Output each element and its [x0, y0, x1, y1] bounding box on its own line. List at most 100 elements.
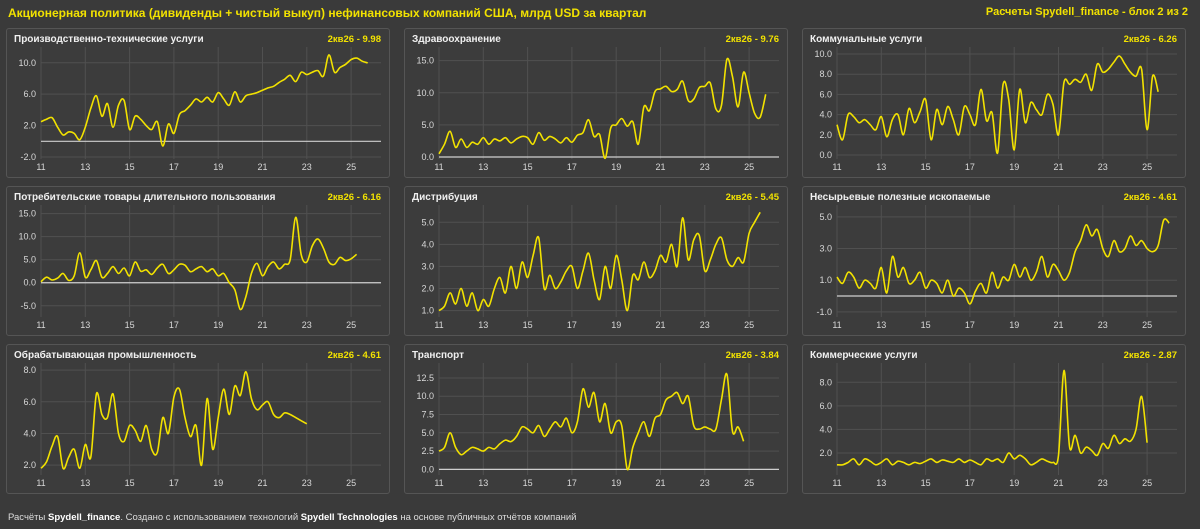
x-tick-label: 15	[921, 478, 931, 488]
panel-title: Здравоохранение	[412, 34, 501, 45]
x-tick-label: 23	[302, 320, 312, 330]
x-tick-label: 21	[655, 162, 665, 172]
line-chart-4: 11 13 15 17 19 21 23 25 -5.0 0.0 5.0 10.0 15.0	[18, 205, 381, 330]
x-tick-label: 21	[1053, 162, 1063, 172]
line-chart-3: 11 13 15 17 19 21 23 25 0.0 2.0 4.0 6.0 8.0 10.0	[814, 47, 1177, 172]
charts-grid: Производственно-технические услуги 2кв26 …	[6, 28, 1194, 500]
x-tick-label: 17	[965, 162, 975, 172]
series-line	[836, 218, 1170, 305]
y-tick-label: 6.0	[819, 401, 832, 411]
panel-badge: 2кв26 - 6.16	[327, 192, 381, 203]
x-tick-label: 21	[655, 320, 665, 330]
line-chart-9: 11 13 15 17 19 21 23 25 2.0 4.0 6.0 8.0	[819, 363, 1177, 488]
y-tick-label: 4.0	[819, 110, 832, 120]
x-tick-label: 15	[523, 162, 533, 172]
x-tick-label: 13	[80, 162, 90, 172]
x-tick-label: 25	[1142, 320, 1152, 330]
x-tick-label: 25	[1142, 478, 1152, 488]
y-tick-label: 2.0	[23, 121, 36, 131]
series-line	[836, 369, 1148, 466]
y-tick-label: 4.0	[23, 428, 36, 438]
panel-title: Потребительские товары длительного польз…	[14, 192, 276, 203]
x-tick-label: 13	[478, 162, 488, 172]
y-tick-label: 8.0	[23, 365, 36, 375]
x-tick-label: 11	[832, 162, 841, 172]
y-tick-label: 1.0	[819, 275, 832, 285]
y-tick-label: 5.0	[421, 428, 434, 438]
x-tick-label: 19	[611, 478, 621, 488]
x-tick-label: 25	[346, 478, 356, 488]
panel-badge: 2кв26 - 9.98	[327, 34, 381, 45]
line-chart-1: 11 13 15 17 19 21 23 25 -2.0 2.0 6.0 10.0	[18, 47, 381, 172]
panel-6: Несырьевые полезные ископаемые 2кв26 - 4.…	[802, 186, 1186, 336]
x-tick-label: 19	[213, 162, 223, 172]
x-tick-label: 13	[876, 162, 886, 172]
x-tick-label: 19	[213, 320, 223, 330]
panel-7: Обрабатывающая промышленность 2кв26 - 4.6…	[6, 344, 390, 494]
y-tick-label: 6.0	[23, 89, 36, 99]
x-tick-label: 15	[523, 478, 533, 488]
x-tick-label: 25	[744, 320, 754, 330]
x-tick-label: 23	[1098, 162, 1108, 172]
x-tick-label: 15	[125, 162, 135, 172]
line-chart-7: 11 13 15 17 19 21 23 25 2.0 4.0 6.0 8.0	[23, 363, 381, 488]
y-tick-label: 1.0	[421, 306, 434, 316]
footer-brand-2: Spydell Technologies	[300, 512, 398, 523]
y-tick-label: 5.0	[421, 120, 434, 130]
series-line	[40, 216, 358, 311]
panel-badge: 2кв26 - 9.76	[725, 34, 779, 45]
x-tick-label: 17	[169, 162, 179, 172]
x-tick-label: 23	[700, 478, 710, 488]
y-tick-label: 6.0	[23, 397, 36, 407]
x-tick-label: 25	[346, 320, 356, 330]
series-line	[438, 211, 761, 312]
panel-badge: 2кв26 - 2.87	[1123, 350, 1177, 361]
y-tick-label: 15.0	[18, 209, 36, 219]
x-tick-label: 19	[213, 478, 223, 488]
x-tick-label: 11	[36, 320, 45, 330]
x-tick-label: 23	[302, 478, 312, 488]
y-tick-label: 7.5	[421, 410, 434, 420]
x-tick-label: 13	[478, 478, 488, 488]
x-tick-label: 13	[876, 320, 886, 330]
x-tick-label: 15	[523, 320, 533, 330]
y-tick-label: 5.0	[23, 255, 36, 265]
x-tick-label: 17	[567, 162, 577, 172]
y-tick-label: 2.5	[421, 446, 434, 456]
panel-9: Коммерческие услуги 2кв26 - 2.87 11 13 15 17 1…	[802, 344, 1186, 494]
y-tick-label: 3.0	[819, 244, 832, 254]
y-tick-label: 2.0	[819, 448, 832, 458]
footer-mid: . Создано с использованием технологий	[120, 512, 301, 523]
panel-8: Транспорт 2кв26 - 3.84 11 13 15 17 19 21 23 25 0.0…	[404, 344, 788, 494]
x-tick-label: 11	[36, 478, 45, 488]
x-tick-label: 23	[1098, 478, 1108, 488]
panel-2: Здравоохранение 2кв26 - 9.76 11 13 15 17 19 21 2…	[404, 28, 788, 178]
x-tick-label: 17	[567, 320, 577, 330]
series-line	[836, 55, 1159, 154]
panel-badge: 2кв26 - 5.45	[725, 192, 779, 203]
x-tick-label: 11	[36, 162, 45, 172]
x-tick-label: 15	[125, 478, 135, 488]
y-tick-label: 5.0	[421, 217, 434, 227]
panel-badge: 2кв26 - 6.26	[1123, 34, 1177, 45]
y-tick-label: -1.0	[816, 307, 832, 317]
y-tick-label: 8.0	[819, 377, 832, 387]
x-tick-label: 21	[257, 478, 267, 488]
panel-title: Несырьевые полезные ископаемые	[810, 192, 991, 203]
y-tick-label: 0.0	[421, 464, 434, 474]
footer-note: Расчёты Spydell_finance. Создано с испол…	[8, 512, 576, 523]
series-line	[438, 57, 767, 160]
y-tick-label: 6.0	[819, 89, 832, 99]
x-tick-label: 13	[80, 478, 90, 488]
x-tick-label: 21	[655, 478, 665, 488]
y-tick-label: 2.0	[421, 284, 434, 294]
x-tick-label: 17	[567, 478, 577, 488]
source-note: Расчеты Spydell_finance - блок 2 из 2	[985, 6, 1188, 18]
x-tick-label: 13	[478, 320, 488, 330]
x-tick-label: 17	[965, 478, 975, 488]
footer-suffix: на основе публичных отчётов компаний	[397, 512, 577, 523]
line-chart-6: 11 13 15 17 19 21 23 25 -1.0 1.0 3.0 5.0	[816, 205, 1177, 330]
y-tick-label: 3.0	[421, 261, 434, 271]
y-tick-label: 4.0	[819, 424, 832, 434]
x-tick-label: 13	[80, 320, 90, 330]
